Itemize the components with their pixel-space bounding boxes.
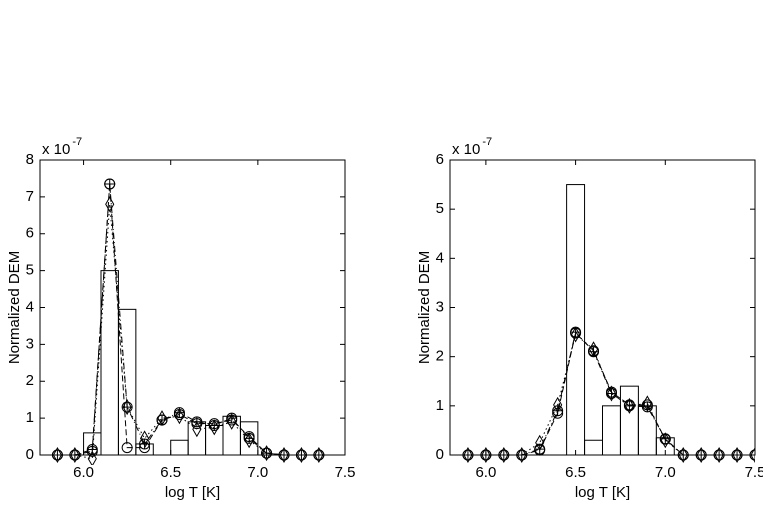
- marker: [261, 447, 273, 459]
- marker: [463, 446, 473, 464]
- histogram-bar: [100, 270, 119, 456]
- y-tick-label: 4: [26, 298, 34, 315]
- y-tick-label: 4: [436, 249, 444, 266]
- marker: [139, 430, 150, 447]
- marker: [553, 396, 563, 413]
- x-tick-label: 7.5: [335, 464, 356, 481]
- marker: [624, 397, 634, 414]
- marker: [499, 446, 509, 464]
- marker: [174, 408, 185, 425]
- y-scale-label: x 10: [452, 141, 480, 158]
- y-tick-label: 3: [436, 298, 444, 315]
- y-tick-label: 5: [436, 200, 444, 217]
- x-tick-label: 6.0: [73, 464, 94, 481]
- y-tick-label: 0: [436, 446, 444, 463]
- y-scale-exponent: -7: [482, 136, 492, 148]
- marker: [750, 446, 755, 464]
- marker: [696, 446, 706, 464]
- y-tick-label: 3: [26, 335, 34, 352]
- marker: [296, 446, 307, 464]
- x-tick-label: 7.0: [247, 464, 268, 481]
- series-line: [57, 183, 319, 456]
- y-axis-label: Normalized DEM: [6, 251, 23, 364]
- marker: [209, 419, 219, 436]
- marker: [261, 445, 272, 462]
- marker: [314, 446, 324, 464]
- series-line: [467, 333, 755, 456]
- marker: [660, 432, 670, 449]
- x-tick-label: 7.0: [655, 464, 676, 481]
- y-tick-label: 2: [436, 348, 444, 365]
- marker: [535, 434, 545, 451]
- marker: [606, 385, 617, 402]
- marker: [481, 446, 491, 464]
- y-tick-label: 0: [26, 446, 34, 463]
- marker: [517, 446, 527, 464]
- x-tick-label: 6.0: [475, 464, 496, 481]
- marker: [571, 326, 581, 343]
- series-line: [57, 204, 319, 460]
- marker: [192, 421, 202, 438]
- marker: [623, 400, 635, 412]
- histogram-bar: [566, 184, 586, 456]
- y-scale-exponent: -7: [72, 136, 82, 148]
- marker: [87, 450, 97, 465]
- histogram-bar: [602, 405, 621, 456]
- marker: [732, 446, 742, 464]
- y-tick-label: 8: [26, 151, 34, 168]
- marker: [714, 446, 724, 464]
- histogram-bar: [584, 439, 604, 456]
- marker: [642, 395, 652, 412]
- marker: [227, 413, 237, 430]
- marker: [104, 178, 116, 190]
- x-tick-label: 7.5: [745, 464, 763, 481]
- histogram-bar: [619, 385, 639, 456]
- y-tick-label: 6: [436, 151, 444, 168]
- marker: [52, 446, 63, 464]
- y-tick-label: 5: [26, 262, 34, 279]
- y-tick-label: 2: [26, 372, 34, 389]
- x-tick-label: 6.5: [565, 464, 586, 481]
- y-axis-label: Normalized DEM: [416, 251, 433, 364]
- marker: [157, 410, 167, 427]
- y-scale-label: x 10: [42, 141, 70, 158]
- histogram-bar: [637, 405, 657, 456]
- series-line: [57, 183, 319, 456]
- x-axis-label: log T [K]: [575, 484, 630, 501]
- marker: [121, 442, 133, 454]
- y-tick-label: 1: [436, 397, 444, 414]
- plot-area: [51, 178, 325, 465]
- histogram-bar: [170, 439, 189, 456]
- marker: [139, 438, 151, 450]
- x-axis-label: log T [K]: [165, 484, 220, 501]
- marker: [105, 196, 115, 213]
- marker: [279, 446, 289, 464]
- marker: [552, 405, 564, 417]
- x-tick-label: 6.5: [160, 464, 181, 481]
- marker: [244, 432, 254, 449]
- marker: [588, 341, 599, 358]
- y-tick-label: 1: [26, 409, 34, 426]
- marker: [122, 399, 132, 416]
- axes-box: [39, 159, 346, 456]
- y-tick-label: 7: [26, 188, 34, 205]
- histogram-bar: [117, 308, 137, 456]
- marker: [70, 446, 80, 464]
- marker: [678, 446, 688, 464]
- y-tick-label: 6: [26, 225, 34, 242]
- plot-area: [462, 184, 755, 464]
